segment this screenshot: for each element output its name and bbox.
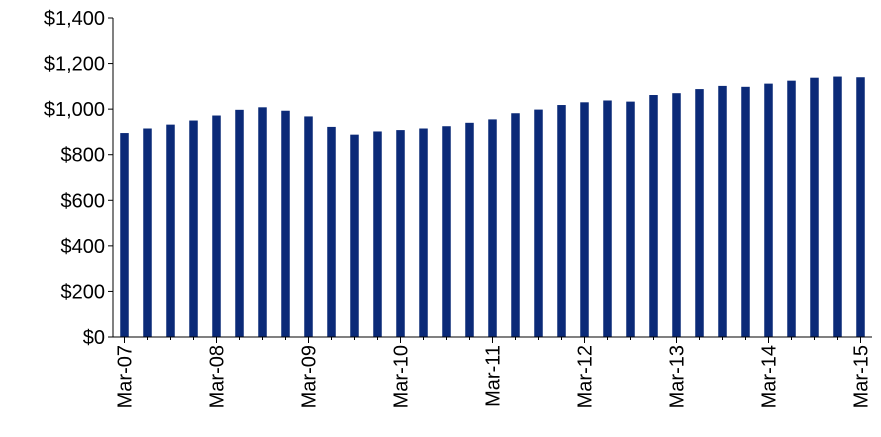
bar bbox=[143, 129, 152, 337]
bar bbox=[189, 121, 198, 337]
bar bbox=[258, 107, 267, 337]
x-tick-label: Mar-15 bbox=[851, 345, 873, 408]
y-tick-label: $800 bbox=[61, 145, 106, 167]
x-tick-label: Mar-13 bbox=[667, 345, 689, 408]
bar bbox=[856, 77, 865, 337]
bar bbox=[764, 84, 773, 337]
bars bbox=[120, 77, 865, 337]
bar bbox=[396, 130, 405, 337]
bar bbox=[304, 116, 313, 337]
bar bbox=[626, 102, 635, 337]
bar bbox=[212, 116, 221, 337]
bar bbox=[281, 111, 290, 337]
bar bbox=[833, 77, 842, 337]
y-tick-label: $200 bbox=[61, 281, 106, 303]
y-tick-label: $400 bbox=[61, 236, 106, 258]
bar bbox=[327, 127, 336, 337]
y-tick-label: $0 bbox=[83, 327, 105, 349]
x-tick-label: Mar-08 bbox=[207, 345, 229, 408]
x-tick-label: Mar-07 bbox=[115, 345, 137, 408]
bar bbox=[442, 126, 451, 337]
bar bbox=[120, 133, 129, 337]
bar bbox=[810, 78, 819, 337]
bar bbox=[350, 135, 359, 337]
bar bbox=[488, 119, 497, 337]
bar bbox=[511, 113, 520, 337]
x-tick-label: Mar-10 bbox=[391, 345, 413, 408]
y-tick-label: $1,200 bbox=[44, 54, 105, 76]
x-tick-label: Mar-12 bbox=[575, 345, 597, 408]
bar bbox=[580, 102, 589, 337]
bar bbox=[718, 86, 727, 337]
x-tick-label: Mar-09 bbox=[299, 345, 321, 408]
bar bbox=[649, 95, 658, 337]
y-axis: $0 $200 $400 $600 $800 $1,000 $1,200 $1,400 bbox=[44, 8, 113, 349]
bar bbox=[672, 93, 681, 337]
bar bbox=[534, 110, 543, 337]
bar bbox=[787, 81, 796, 337]
x-tick-label: Mar-11 bbox=[483, 345, 505, 407]
bar bbox=[465, 123, 474, 337]
bar bbox=[741, 87, 750, 337]
y-tick-label: $1,400 bbox=[44, 8, 105, 30]
bar bbox=[695, 89, 704, 337]
bar bbox=[603, 100, 612, 337]
bar bbox=[235, 110, 244, 337]
bar bbox=[373, 131, 382, 337]
y-tick-label: $600 bbox=[61, 190, 106, 212]
y-tick-label: $1,000 bbox=[44, 99, 105, 121]
bar bbox=[166, 125, 175, 337]
x-tick-label: Mar-14 bbox=[759, 345, 781, 408]
x-axis: Mar-07 Mar-08 Mar-09 Mar-10 Mar-11 Mar-12 Mar-… bbox=[113, 337, 873, 408]
bar bbox=[557, 105, 566, 337]
bar bbox=[419, 129, 428, 337]
